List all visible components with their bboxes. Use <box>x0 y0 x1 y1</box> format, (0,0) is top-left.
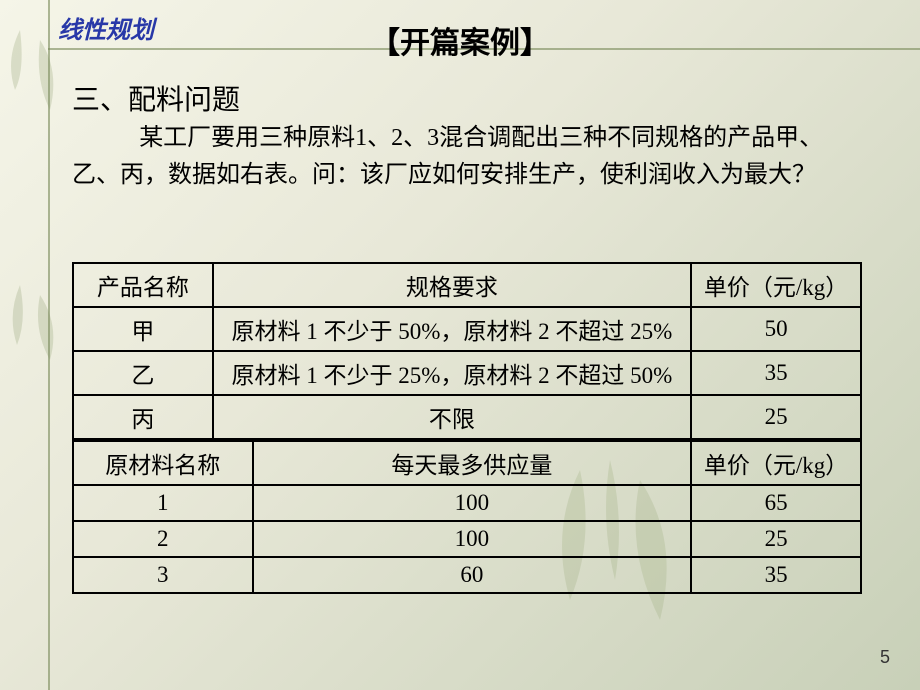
table-row: 甲 原材料 1 不少于 50%，原材料 2 不超过 25% 50 <box>73 307 861 351</box>
table-cell: 不限 <box>213 395 692 439</box>
table-row: 3 60 35 <box>73 557 861 593</box>
table-cell: 35 <box>691 557 861 593</box>
main-title: 【开篇案例】 <box>0 18 920 62</box>
table-cell: 乙 <box>73 351 213 395</box>
table-cell: 35 <box>691 351 861 395</box>
material-supply-table: 原材料名称 每天最多供应量 单价（元/kg） 1 100 65 2 100 25… <box>72 440 862 594</box>
table-header-cell: 单价（元/kg） <box>691 263 861 307</box>
table-cell: 25 <box>691 521 861 557</box>
section-title: 三、配料问题 <box>72 78 240 118</box>
table-cell: 50 <box>691 307 861 351</box>
table-row: 丙 不限 25 <box>73 395 861 439</box>
table-cell: 60 <box>253 557 692 593</box>
decorative-leaf <box>5 280 65 380</box>
table-header-cell: 规格要求 <box>213 263 692 307</box>
table-cell: 3 <box>73 557 253 593</box>
table-row: 2 100 25 <box>73 521 861 557</box>
table-header-cell: 每天最多供应量 <box>253 441 692 485</box>
table-row: 1 100 65 <box>73 485 861 521</box>
table-row: 乙 原材料 1 不少于 25%，原材料 2 不超过 50% 35 <box>73 351 861 395</box>
table-cell: 甲 <box>73 307 213 351</box>
table-cell: 25 <box>691 395 861 439</box>
product-spec-table: 产品名称 规格要求 单价（元/kg） 甲 原材料 1 不少于 50%，原材料 2… <box>72 262 862 440</box>
table-cell: 原材料 1 不少于 50%，原材料 2 不超过 25% <box>213 307 692 351</box>
table-header-row: 原材料名称 每天最多供应量 单价（元/kg） <box>73 441 861 485</box>
table-cell: 丙 <box>73 395 213 439</box>
table-header-cell: 产品名称 <box>73 263 213 307</box>
table-cell: 100 <box>253 521 692 557</box>
table-header-cell: 单价（元/kg） <box>691 441 861 485</box>
problem-description: 某工厂要用三种原料1、2、3混合调配出三种不同规格的产品甲、乙、丙，数据如右表。… <box>72 120 860 194</box>
table-header-cell: 原材料名称 <box>73 441 253 485</box>
vine-border-vertical <box>48 0 50 690</box>
table-cell: 2 <box>73 521 253 557</box>
page-number: 5 <box>880 647 890 668</box>
table-cell: 100 <box>253 485 692 521</box>
table-cell: 1 <box>73 485 253 521</box>
table-cell: 65 <box>691 485 861 521</box>
table-cell: 原材料 1 不少于 25%，原材料 2 不超过 50% <box>213 351 692 395</box>
table-header-row: 产品名称 规格要求 单价（元/kg） <box>73 263 861 307</box>
